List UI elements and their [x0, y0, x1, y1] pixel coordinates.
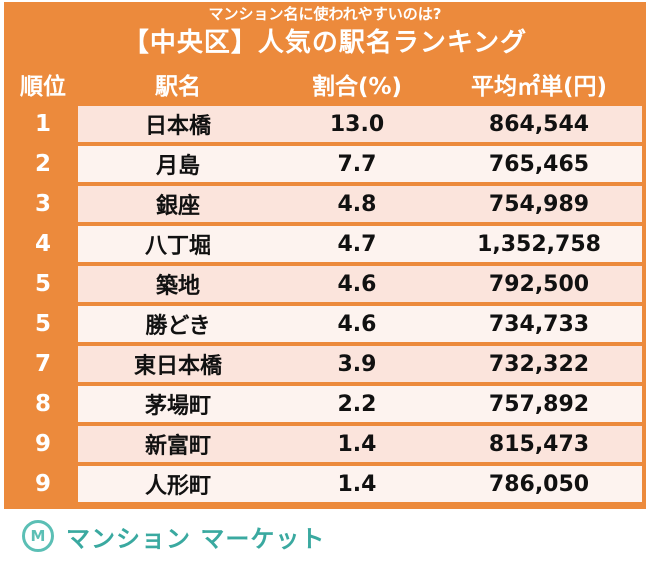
subtitle: マンション名に使われやすいのは?	[208, 5, 442, 23]
logo-mark-icon: M	[22, 520, 54, 552]
rank-cell: 8	[8, 386, 78, 422]
percent-cell: 2.2	[278, 386, 436, 422]
station-cell: 八丁堀	[78, 226, 278, 262]
percent-cell: 1.4	[278, 426, 436, 462]
table-row: 9 新富町 1.4 815,473	[8, 426, 642, 462]
ranking-table: 順位 駅名 割合(%) 平均㎡単(円) 1 日本橋 13.0 864,544 2…	[8, 62, 642, 506]
column-header-price: 平均㎡単(円)	[436, 66, 642, 102]
percent-cell: 13.0	[278, 106, 436, 142]
station-cell: 月島	[78, 146, 278, 182]
rank-cell: 4	[8, 226, 78, 262]
table-row: 2 月島 7.7 765,465	[8, 146, 642, 182]
station-cell: 新富町	[78, 426, 278, 462]
table-row: 9 人形町 1.4 786,050	[8, 466, 642, 502]
station-cell: 銀座	[78, 186, 278, 222]
rank-cell: 7	[8, 346, 78, 382]
percent-cell: 3.9	[278, 346, 436, 382]
price-cell: 765,465	[436, 146, 642, 182]
percent-cell: 4.6	[278, 306, 436, 342]
percent-cell: 4.7	[278, 226, 436, 262]
percent-cell: 7.7	[278, 146, 436, 182]
price-cell: 1,352,758	[436, 226, 642, 262]
rank-cell: 3	[8, 186, 78, 222]
price-cell: 734,733	[436, 306, 642, 342]
brand-logo: M マンション マーケット	[22, 516, 325, 556]
price-cell: 754,989	[436, 186, 642, 222]
price-cell: 792,500	[436, 266, 642, 302]
table-row: 4 八丁堀 4.7 1,352,758	[8, 226, 642, 262]
price-cell: 864,544	[436, 106, 642, 142]
station-cell: 勝どき	[78, 306, 278, 342]
table-header-row: 順位 駅名 割合(%) 平均㎡単(円)	[8, 66, 642, 102]
table-row: 1 日本橋 13.0 864,544	[8, 106, 642, 142]
column-header-percent: 割合(%)	[278, 66, 436, 102]
station-cell: 東日本橋	[78, 346, 278, 382]
station-cell: 茅場町	[78, 386, 278, 422]
percent-cell: 1.4	[278, 466, 436, 502]
percent-cell: 4.6	[278, 266, 436, 302]
table-row: 8 茅場町 2.2 757,892	[8, 386, 642, 422]
station-cell: 日本橋	[78, 106, 278, 142]
ranking-panel: マンション名に使われやすいのは? 【中央区】人気の駅名ランキング 順位 駅名 割…	[4, 2, 646, 509]
rank-cell: 1	[8, 106, 78, 142]
station-cell: 築地	[78, 266, 278, 302]
table-row: 5 築地 4.6 792,500	[8, 266, 642, 302]
logo-wordmark: マンション マーケット	[66, 524, 326, 553]
price-cell: 732,322	[436, 346, 642, 382]
page-title: 【中央区】人気の駅名ランキング	[122, 28, 528, 58]
column-header-rank: 順位	[8, 66, 78, 102]
rank-cell: 9	[8, 466, 78, 502]
percent-cell: 4.8	[278, 186, 436, 222]
price-cell: 786,050	[436, 466, 642, 502]
table-row: 3 銀座 4.8 754,989	[8, 186, 642, 222]
rank-cell: 5	[8, 266, 78, 302]
rank-cell: 9	[8, 426, 78, 462]
table-row: 7 東日本橋 3.9 732,322	[8, 346, 642, 382]
price-cell: 815,473	[436, 426, 642, 462]
rank-cell: 2	[8, 146, 78, 182]
rank-cell: 5	[8, 306, 78, 342]
column-header-station: 駅名	[78, 66, 278, 102]
station-cell: 人形町	[78, 466, 278, 502]
table-row: 5 勝どき 4.6 734,733	[8, 306, 642, 342]
price-cell: 757,892	[436, 386, 642, 422]
